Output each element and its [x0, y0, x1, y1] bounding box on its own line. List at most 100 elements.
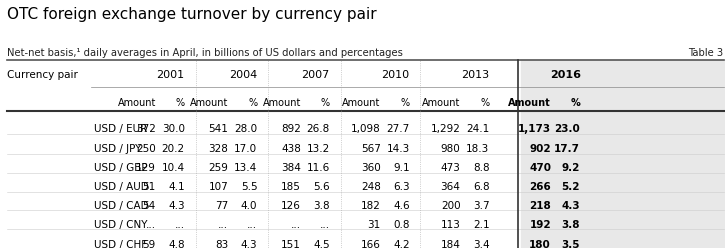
Text: Amount: Amount	[190, 98, 228, 108]
Text: 567: 567	[361, 144, 381, 155]
Text: ...: ...	[247, 220, 257, 230]
Text: ...: ...	[320, 220, 330, 230]
Text: 27.7: 27.7	[386, 124, 410, 134]
Text: 4.8: 4.8	[168, 240, 185, 248]
Text: 3.8: 3.8	[561, 220, 580, 230]
Text: 51: 51	[143, 182, 156, 192]
Text: 151: 151	[281, 240, 301, 248]
Text: Table 3: Table 3	[689, 48, 724, 58]
Text: 184: 184	[441, 240, 460, 248]
Text: 1,173: 1,173	[518, 124, 551, 134]
Text: 470: 470	[529, 163, 551, 173]
Text: ...: ...	[175, 220, 185, 230]
Text: 4.0: 4.0	[241, 201, 257, 211]
Text: 2001: 2001	[157, 70, 184, 80]
Text: Amount: Amount	[262, 98, 301, 108]
Text: 473: 473	[441, 163, 460, 173]
Text: 113: 113	[441, 220, 460, 230]
Text: 23.0: 23.0	[554, 124, 580, 134]
Text: 2013: 2013	[461, 70, 489, 80]
Text: 4.3: 4.3	[561, 201, 580, 211]
Text: %: %	[400, 98, 410, 108]
Text: 77: 77	[215, 201, 228, 211]
Text: 13.4: 13.4	[234, 163, 257, 173]
Text: 5.5: 5.5	[241, 182, 257, 192]
Text: 328: 328	[209, 144, 228, 155]
Text: 4.3: 4.3	[241, 240, 257, 248]
Text: USD / CNY: USD / CNY	[94, 220, 148, 230]
Text: 3.8: 3.8	[313, 201, 330, 211]
Text: 17.7: 17.7	[554, 144, 580, 155]
Text: Net-net basis,¹ daily averages in April, in billions of US dollars and percentag: Net-net basis,¹ daily averages in April,…	[7, 48, 403, 58]
Text: 9.2: 9.2	[562, 163, 580, 173]
Text: 248: 248	[361, 182, 381, 192]
Text: 192: 192	[529, 220, 551, 230]
Text: 129: 129	[136, 163, 156, 173]
Text: 3.4: 3.4	[473, 240, 489, 248]
Text: 3.5: 3.5	[561, 240, 580, 248]
Text: USD / CHF: USD / CHF	[94, 240, 147, 248]
Text: 8.8: 8.8	[473, 163, 489, 173]
Text: 364: 364	[441, 182, 460, 192]
Text: 200: 200	[441, 201, 460, 211]
Text: 59: 59	[143, 240, 156, 248]
Text: 18.3: 18.3	[466, 144, 489, 155]
Text: 26.8: 26.8	[307, 124, 330, 134]
Text: 4.5: 4.5	[313, 240, 330, 248]
Text: 11.6: 11.6	[307, 163, 330, 173]
Text: OTC foreign exchange turnover by currency pair: OTC foreign exchange turnover by currenc…	[7, 7, 377, 22]
Text: 259: 259	[209, 163, 228, 173]
Bar	[521, 60, 725, 248]
Text: 17.0: 17.0	[234, 144, 257, 155]
Text: Amount: Amount	[508, 98, 551, 108]
Text: 438: 438	[281, 144, 301, 155]
Text: %: %	[175, 98, 185, 108]
Text: 4.2: 4.2	[393, 240, 410, 248]
Text: 541: 541	[209, 124, 228, 134]
Text: 2.1: 2.1	[473, 220, 489, 230]
Text: 6.8: 6.8	[473, 182, 489, 192]
Text: 30.0: 30.0	[162, 124, 185, 134]
Text: 2016: 2016	[550, 70, 581, 80]
Text: USD / CAD: USD / CAD	[94, 201, 149, 211]
Text: 10.4: 10.4	[162, 163, 185, 173]
Text: Amount: Amount	[117, 98, 156, 108]
Text: USD / GBP: USD / GBP	[94, 163, 148, 173]
Text: 3.7: 3.7	[473, 201, 489, 211]
Text: 2007: 2007	[302, 70, 329, 80]
Text: 892: 892	[281, 124, 301, 134]
Text: ...: ...	[218, 220, 228, 230]
Text: %: %	[320, 98, 330, 108]
Text: 218: 218	[529, 201, 551, 211]
Text: 4.1: 4.1	[168, 182, 185, 192]
Text: 182: 182	[361, 201, 381, 211]
Text: 0.8: 0.8	[393, 220, 410, 230]
Text: ...: ...	[146, 220, 156, 230]
Text: 13.2: 13.2	[307, 144, 330, 155]
Text: 372: 372	[136, 124, 156, 134]
Text: 6.3: 6.3	[393, 182, 410, 192]
Text: 126: 126	[281, 201, 301, 211]
Text: 384: 384	[281, 163, 301, 173]
Text: 107: 107	[209, 182, 228, 192]
Text: Amount: Amount	[422, 98, 460, 108]
Text: Currency pair: Currency pair	[7, 70, 78, 80]
Text: 166: 166	[361, 240, 381, 248]
Text: 54: 54	[143, 201, 156, 211]
Text: 5.2: 5.2	[561, 182, 580, 192]
Text: 180: 180	[529, 240, 551, 248]
Text: 2010: 2010	[381, 70, 409, 80]
Text: ...: ...	[291, 220, 301, 230]
Text: 250: 250	[136, 144, 156, 155]
Text: %: %	[571, 98, 580, 108]
Text: %: %	[248, 98, 257, 108]
Text: 83: 83	[215, 240, 228, 248]
Text: 185: 185	[281, 182, 301, 192]
Text: 902: 902	[529, 144, 551, 155]
Text: USD / AUD: USD / AUD	[94, 182, 149, 192]
Text: Amount: Amount	[342, 98, 381, 108]
Text: 28.0: 28.0	[234, 124, 257, 134]
Text: 2004: 2004	[229, 70, 257, 80]
Text: 360: 360	[361, 163, 381, 173]
Text: 1,098: 1,098	[351, 124, 381, 134]
